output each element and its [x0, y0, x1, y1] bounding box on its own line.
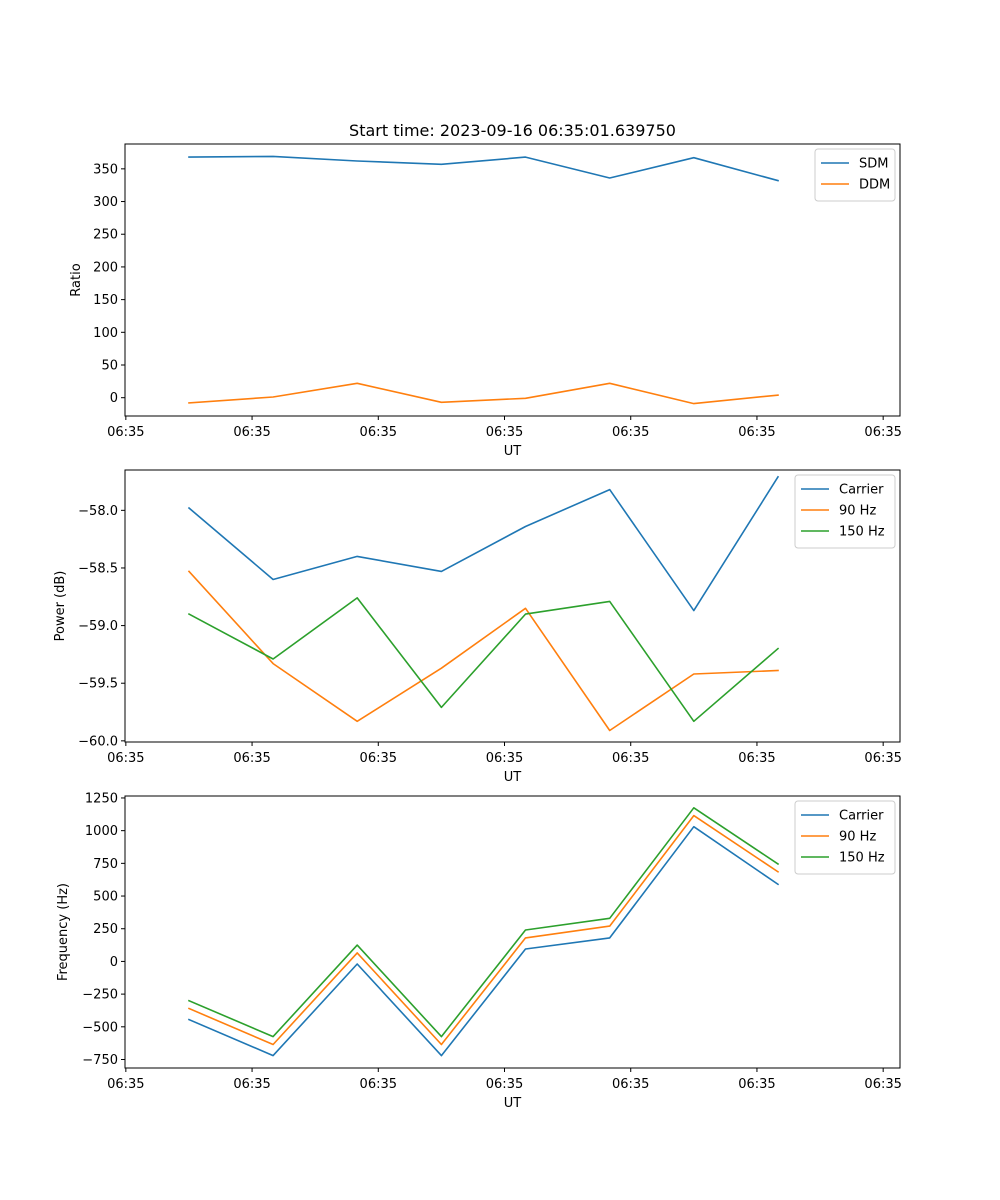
- power-series-carrier: [187, 475, 780, 612]
- power-x-tick-label: 06:35: [486, 751, 523, 766]
- power-panel: 06:35 06:35 06:35 06:35 06:35 06:35 06:35 −60.0…: [53, 469, 902, 785]
- ratio-legend-entry: DDM: [859, 178, 890, 193]
- ratio-y-tick-label: 100: [93, 326, 118, 341]
- frequency-y-tick-label: 250: [93, 922, 118, 937]
- ratio-legend-entry: SDM: [859, 157, 888, 172]
- frequency-y-tick-label: 750: [93, 857, 118, 872]
- frequency-x-tick-label: 06:35: [233, 1077, 270, 1092]
- frequency-y-tick-label: 500: [93, 890, 118, 905]
- power-x-tick-label: 06:35: [233, 751, 270, 766]
- power-x-tick-label: 06:35: [360, 751, 397, 766]
- power-y-tick-label: −60.0: [78, 734, 118, 749]
- ratio-panel: 06:35 06:35 06:35 06:35 06:35 06:35 06:35 0 50 10…: [69, 143, 902, 459]
- power-legend: Carrier 90 Hz 150 Hz: [794, 474, 896, 549]
- power-legend-box: [794, 474, 896, 549]
- power-legend-entry: 150 Hz: [839, 525, 885, 540]
- ratio-x-axis-label: UT: [504, 444, 522, 459]
- ratio-y-tick-label: 350: [93, 162, 118, 177]
- power-y-axis-label: Power (dB): [53, 571, 68, 642]
- power-y-tick-label: −58.0: [78, 504, 118, 519]
- frequency-y-tick-label: −250: [82, 988, 118, 1003]
- frequency-y-tick-label: −750: [82, 1053, 118, 1068]
- power-y-tick-label: −59.0: [78, 619, 118, 634]
- ratio-x-tick-label: 06:35: [107, 425, 144, 440]
- frequency-legend-entry: Carrier: [839, 809, 884, 824]
- figure-title: Start time: 2023-09-16 06:35:01.639750: [349, 121, 676, 140]
- ratio-series-ddm: [188, 382, 779, 405]
- frequency-x-tick-label: 06:35: [107, 1077, 144, 1092]
- power-x-tick-label: 06:35: [864, 751, 901, 766]
- frequency-legend: Carrier 90 Hz 150 Hz: [794, 800, 896, 875]
- frequency-x-tick-label: 06:35: [612, 1077, 649, 1092]
- frequency-x-tick-label: 06:35: [738, 1077, 775, 1092]
- ratio-y-axis-label: Ratio: [69, 263, 84, 296]
- power-y-tick-label: −58.5: [78, 561, 118, 576]
- frequency-series-150-hz: [187, 806, 780, 1038]
- frequency-legend-entry: 150 Hz: [839, 851, 885, 866]
- ratio-x-tick-label: 06:35: [360, 425, 397, 440]
- frequency-x-axis-label: UT: [504, 1096, 522, 1111]
- frequency-series-carrier: [187, 825, 780, 1057]
- power-legend-entry: 90 Hz: [839, 504, 876, 519]
- ratio-legend-box: [814, 148, 896, 202]
- ratio-x-tick-label: 06:35: [864, 425, 901, 440]
- frequency-series-90-hz: [187, 814, 780, 1046]
- ratio-x-tick-label: 06:35: [738, 425, 775, 440]
- power-x-tick-label: 06:35: [107, 751, 144, 766]
- ratio-y-tick-label: 50: [101, 359, 118, 374]
- ratio-x-tick-label: 06:35: [486, 425, 523, 440]
- ratio-y-tick-label: 0: [110, 391, 118, 406]
- power-legend-entry: Carrier: [839, 483, 884, 498]
- ratio-y-tick-label: 250: [93, 228, 118, 243]
- frequency-x-tick-label: 06:35: [360, 1077, 397, 1092]
- power-x-tick-label: 06:35: [612, 751, 649, 766]
- power-x-axis-label: UT: [504, 770, 522, 785]
- ratio-x-tick-label: 06:35: [612, 425, 649, 440]
- frequency-y-axis-label: Frequency (Hz): [56, 883, 71, 981]
- ratio-y-tick-label: 200: [93, 260, 118, 275]
- ratio-y-tick-label: 150: [93, 293, 118, 308]
- ratio-series-sdm: [188, 155, 779, 182]
- ratio-y-tick-label: 300: [93, 195, 118, 210]
- frequency-y-tick-label: 0: [110, 955, 118, 970]
- frequency-axes-frame: [124, 795, 901, 1069]
- frequency-y-tick-label: −500: [82, 1020, 118, 1035]
- power-series-90-hz: [187, 570, 779, 732]
- frequency-y-tick-label: 1000: [85, 824, 118, 839]
- frequency-x-tick-label: 06:35: [486, 1077, 523, 1092]
- frequency-panel: 06:35 06:35 06:35 06:35 06:35 06:35 06:35 −750 −…: [56, 791, 902, 1111]
- ratio-x-tick-label: 06:35: [233, 425, 270, 440]
- power-y-tick-label: −59.5: [78, 677, 118, 692]
- power-series-150-hz: [187, 597, 780, 723]
- frequency-y-tick-label: 1250: [85, 791, 118, 806]
- ratio-legend: SDM DDM: [814, 148, 896, 202]
- frequency-legend-entry: 90 Hz: [839, 830, 876, 845]
- power-axes-frame: [124, 469, 901, 743]
- power-x-tick-label: 06:35: [738, 751, 775, 766]
- ratio-axes-frame: [124, 143, 901, 417]
- frequency-x-tick-label: 06:35: [864, 1077, 901, 1092]
- frequency-legend-box: [794, 800, 896, 875]
